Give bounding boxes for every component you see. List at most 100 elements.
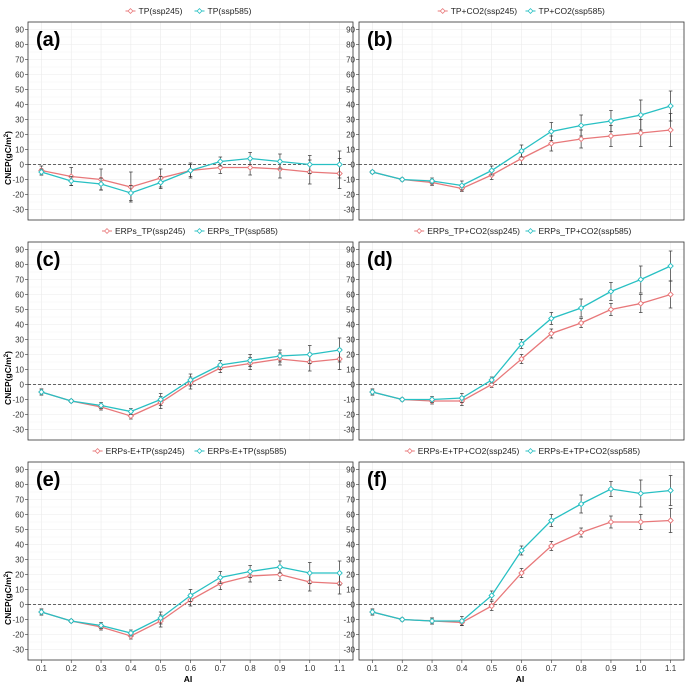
legend-marker bbox=[416, 228, 423, 234]
legend-item-ssp245: ERPs-E+TP(ssp245) bbox=[92, 446, 185, 456]
data-point-ssp585 bbox=[667, 102, 674, 110]
x-axis-title-left: AI bbox=[184, 674, 193, 684]
x-tick-label: 0.1 bbox=[367, 664, 379, 673]
y-tick-label: 90 bbox=[346, 245, 355, 254]
y-axis-title-top: CNEP(gC/m2) bbox=[3, 131, 13, 185]
y-tick-label: 70 bbox=[15, 495, 24, 504]
data-point-ssp585 bbox=[369, 168, 376, 176]
legend-marker bbox=[439, 8, 446, 14]
panel-border bbox=[27, 241, 354, 441]
y-tick-label: -30 bbox=[343, 645, 355, 654]
y-axis-title-bottom: CNEP(gC/m2) bbox=[3, 571, 13, 625]
data-point-ssp585 bbox=[187, 167, 194, 174]
data-point-ssp585 bbox=[607, 485, 615, 493]
panel-f: -30 -20 -10 0 10 20 30 40 50 60 70 80 90 0.1 0.2 0.3 0.4… bbox=[343, 446, 685, 673]
legend-label: ERPs-E+TP(ssp245) bbox=[106, 446, 185, 456]
y-tick-label: 70 bbox=[346, 275, 355, 284]
legend-item-ssp245: ERPs_TP(ssp245) bbox=[102, 226, 186, 236]
x-tick-label: 0.6 bbox=[516, 664, 528, 673]
y-tick-label: 70 bbox=[346, 55, 355, 64]
data-point-ssp585 bbox=[127, 189, 135, 197]
x-tick-label: 0.3 bbox=[426, 664, 438, 673]
y-tick-label: 0 bbox=[351, 160, 356, 169]
x-axis-title-right: AI bbox=[516, 674, 525, 684]
y-tick-label: -30 bbox=[12, 645, 24, 654]
data-point-ssp585 bbox=[306, 351, 314, 358]
y-tick-label: 60 bbox=[15, 290, 24, 299]
panel-b: -30 -20 -10 0 10 20 30 40 50 60 70 80 90 (b) TP+CO2(ss… bbox=[343, 6, 685, 221]
data-point-ssp245 bbox=[667, 291, 674, 298]
y-tick-label: 40 bbox=[346, 320, 355, 329]
legend-marker bbox=[196, 228, 203, 234]
data-point-ssp585 bbox=[276, 158, 284, 165]
data-point-ssp245 bbox=[667, 517, 674, 524]
legend-item-ssp585: ERPs-E+TP+CO2(ssp585) bbox=[525, 446, 640, 456]
legend-marker bbox=[94, 448, 101, 454]
y-tick-label: 10 bbox=[346, 365, 355, 374]
data-point-ssp245 bbox=[607, 518, 615, 526]
data-point-ssp585 bbox=[398, 396, 406, 403]
x-tick-label: 0.6 bbox=[185, 664, 197, 673]
data-point-ssp245 bbox=[548, 542, 555, 550]
x-tick-label: 0.7 bbox=[215, 664, 227, 673]
y-axis-title-sup: 2 bbox=[4, 353, 10, 357]
data-point-ssp585 bbox=[369, 388, 376, 396]
data-point-ssp585 bbox=[67, 617, 75, 625]
legend-label: ERPs_TP+CO2(ssp585) bbox=[539, 226, 632, 236]
panel-border bbox=[358, 21, 685, 221]
data-point-ssp585 bbox=[306, 569, 314, 577]
y-tick-label: -10 bbox=[343, 615, 355, 624]
y-tick-label: 10 bbox=[346, 145, 355, 154]
x-tick-label: 0.2 bbox=[66, 664, 78, 673]
y-tick-label: -10 bbox=[12, 395, 24, 404]
y-tick-label: -20 bbox=[12, 630, 24, 639]
data-point-ssp585 bbox=[458, 617, 466, 625]
y-tick-label: -10 bbox=[343, 175, 355, 184]
data-point-ssp245 bbox=[548, 140, 555, 147]
data-point-ssp585 bbox=[157, 614, 164, 622]
data-point-ssp245 bbox=[577, 135, 585, 143]
panel-label: (d) bbox=[367, 249, 393, 271]
data-point-ssp245 bbox=[246, 164, 254, 171]
y-tick-label: 20 bbox=[346, 130, 355, 139]
data-point-ssp585 bbox=[67, 177, 75, 185]
legend-marker bbox=[527, 8, 534, 14]
panel-label: (b) bbox=[367, 29, 393, 51]
y-tick-label: 0 bbox=[20, 600, 25, 609]
legend-item-ssp585: TP+CO2(ssp585) bbox=[525, 6, 605, 16]
data-point-ssp245 bbox=[607, 306, 615, 313]
data-point-ssp245 bbox=[577, 529, 585, 536]
data-point-ssp245 bbox=[637, 129, 645, 137]
y-tick-label: 30 bbox=[346, 555, 355, 564]
y-tick-label: -30 bbox=[343, 425, 355, 434]
y-axis-title-end: ) bbox=[3, 351, 13, 354]
data-point-ssp585 bbox=[458, 182, 466, 189]
data-point-ssp585 bbox=[276, 352, 284, 360]
y-tick-label: 20 bbox=[346, 570, 355, 579]
x-tick-label: 0.8 bbox=[576, 664, 588, 673]
y-tick-label: 50 bbox=[15, 305, 24, 314]
y-tick-label: 0 bbox=[351, 380, 356, 389]
x-tick-label: 0.9 bbox=[605, 664, 617, 673]
legend-label: ERPs_TP+CO2(ssp245) bbox=[427, 226, 520, 236]
panel-border bbox=[27, 21, 354, 221]
x-tick-label: 0.2 bbox=[397, 664, 409, 673]
x-tick-label: 0.7 bbox=[546, 664, 558, 673]
data-point-ssp245 bbox=[518, 569, 525, 577]
panel-label: (a) bbox=[36, 29, 60, 51]
data-point-ssp245 bbox=[637, 518, 645, 526]
x-tick-label: 0.5 bbox=[486, 664, 498, 673]
data-point-ssp585 bbox=[38, 608, 45, 616]
legend-marker bbox=[406, 448, 413, 454]
y-tick-label: 0 bbox=[20, 160, 25, 169]
data-point-ssp585 bbox=[336, 161, 343, 168]
y-tick-label: 90 bbox=[15, 245, 24, 254]
data-point-ssp585 bbox=[577, 122, 585, 129]
data-point-ssp585 bbox=[67, 397, 75, 405]
data-point-ssp585 bbox=[548, 517, 555, 524]
y-tick-label: 80 bbox=[15, 40, 24, 49]
data-point-ssp585 bbox=[369, 608, 376, 616]
panel-label: (e) bbox=[36, 469, 60, 491]
data-point-ssp585 bbox=[667, 262, 674, 270]
y-tick-label: 40 bbox=[346, 100, 355, 109]
